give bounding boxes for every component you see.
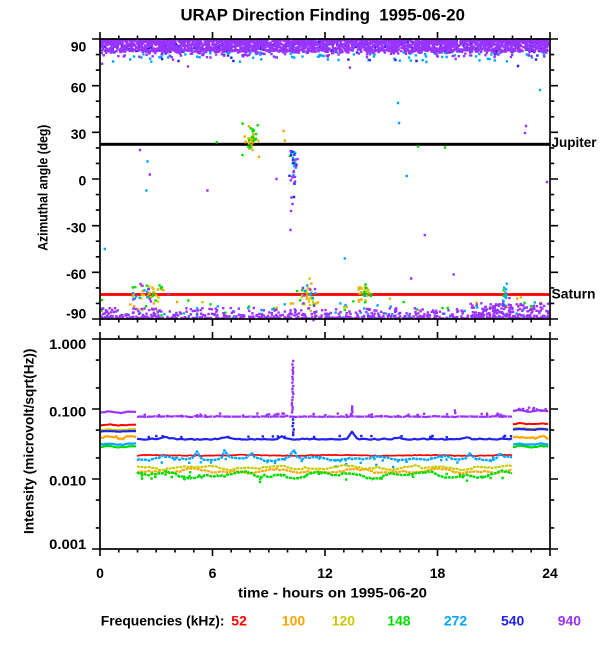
svg-text:-90: -90: [66, 305, 86, 321]
svg-text:time - hours on 1995-06-20: time - hours on 1995-06-20: [238, 585, 427, 601]
svg-text:272: 272: [444, 612, 468, 628]
svg-text:0.001: 0.001: [49, 536, 86, 552]
svg-text:90: 90: [71, 38, 87, 54]
svg-text:148: 148: [387, 612, 411, 628]
svg-text:30: 30: [71, 126, 87, 142]
svg-text:Saturn: Saturn: [552, 285, 596, 301]
svg-text:1.000: 1.000: [49, 336, 86, 352]
svg-text:120: 120: [332, 612, 356, 628]
svg-text:Intensity (microvolt/sqrt(Hz)): Intensity (microvolt/sqrt(Hz)): [21, 349, 37, 535]
svg-text:Azimuthal angle (deg): Azimuthal angle (deg): [35, 125, 51, 251]
svg-text:60: 60: [71, 79, 87, 95]
svg-text:Frequencies (kHz):: Frequencies (kHz):: [101, 612, 225, 628]
svg-text:-30: -30: [66, 219, 86, 235]
svg-text:6: 6: [209, 565, 217, 581]
svg-text:0.100: 0.100: [49, 403, 86, 419]
svg-text:0: 0: [79, 173, 87, 189]
svg-text:12: 12: [317, 565, 333, 581]
svg-text:540: 540: [501, 612, 525, 628]
svg-text:18: 18: [430, 565, 446, 581]
svg-text:940: 940: [558, 612, 582, 628]
svg-text:0.010: 0.010: [49, 473, 86, 489]
svg-text:Jupiter: Jupiter: [552, 134, 598, 150]
svg-text:0: 0: [96, 565, 104, 581]
svg-text:24: 24: [542, 565, 558, 581]
svg-text:100: 100: [282, 612, 306, 628]
svg-text:52: 52: [231, 612, 247, 628]
svg-text:-60: -60: [66, 266, 86, 282]
svg-text:URAP Direction Finding 1995-0: URAP Direction Finding 1995-06-20: [180, 5, 465, 24]
